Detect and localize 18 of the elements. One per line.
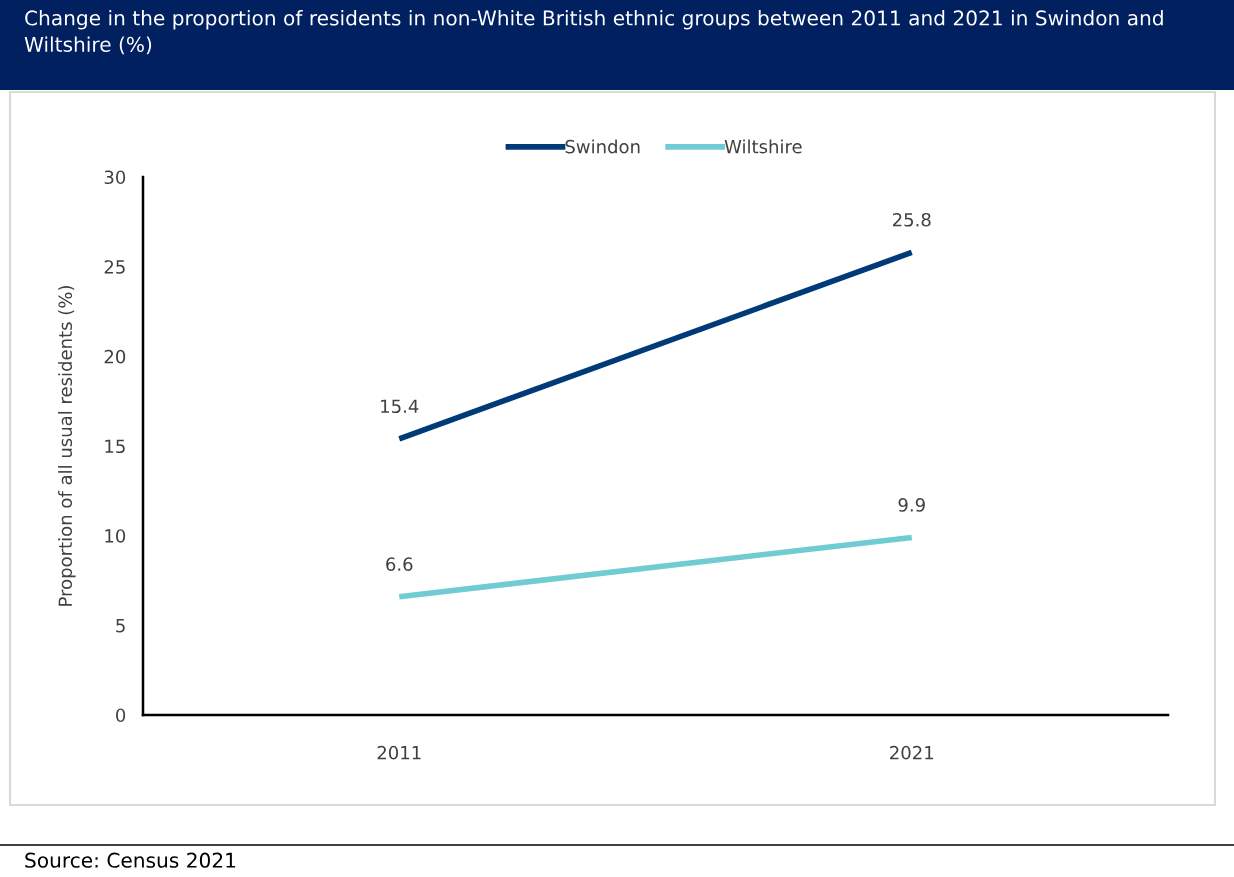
data-label: 6.6	[386, 557, 413, 571]
legend-label: Wiltshire	[724, 139, 802, 154]
y-tick-label: 5	[116, 619, 125, 633]
y-axis-title: Proportion of all usual residents (%)	[58, 286, 76, 606]
y-tick-label: 30	[104, 170, 126, 185]
data-label: 9.9	[898, 498, 925, 512]
legend-label: Swindon	[565, 139, 640, 154]
x-tick-label: 2021	[890, 745, 934, 760]
y-tick-label: 10	[105, 529, 126, 543]
data-label: 15.4	[381, 399, 419, 414]
data-label: 25.8	[892, 212, 931, 227]
x-tick-label: 2011	[377, 745, 421, 760]
y-tick-label: 0	[116, 708, 126, 723]
y-tick-label: 15	[105, 439, 125, 454]
chart-title: Change in the proportion of residents in non-White British ethnic groups between 2011 and 2021 in Swindon and Wiltshire (%)	[24, 10, 1163, 55]
source-note: Source: Census 2021	[25, 852, 236, 868]
y-tick-label: 25	[104, 260, 125, 274]
y-tick-label: 20	[104, 349, 126, 364]
